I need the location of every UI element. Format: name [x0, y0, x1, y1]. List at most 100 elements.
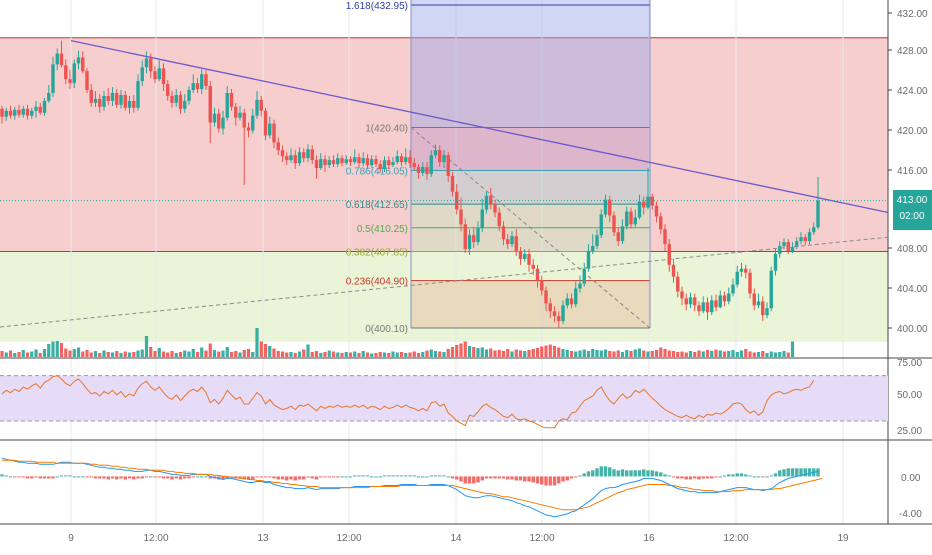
volume-bar — [574, 351, 578, 357]
volume-bar — [463, 341, 467, 357]
volume-bar — [89, 352, 93, 357]
macd-histogram-bar — [744, 474, 748, 477]
candle-body — [212, 113, 217, 123]
macd-histogram-bar — [769, 475, 773, 477]
volume-bar — [170, 351, 174, 357]
volume-bar — [425, 350, 429, 357]
macd-histogram-bar — [391, 475, 395, 477]
volume-bar — [497, 350, 501, 357]
candle-body — [518, 250, 523, 259]
candle-body — [30, 110, 34, 116]
trendlines[interactable] — [0, 40, 889, 328]
macd-histogram-bar — [761, 476, 765, 478]
candle-body — [671, 264, 676, 277]
volume-bar — [81, 351, 85, 357]
macd-tick-label: 0.00 — [901, 473, 921, 484]
macd-histogram-bar — [816, 468, 820, 477]
candle-body — [382, 160, 387, 170]
macd-histogram-bar — [72, 476, 76, 478]
candle-body — [710, 300, 714, 313]
volume-bar — [501, 351, 506, 357]
macd-histogram-bar — [183, 476, 187, 479]
macd-histogram-bar — [102, 476, 106, 479]
macd-histogram-bar — [119, 476, 123, 479]
candle-body — [263, 110, 268, 136]
volume-bar — [140, 349, 144, 357]
volume-bar — [59, 343, 64, 357]
volume-bar — [246, 349, 251, 357]
rsi-band — [0, 375, 888, 421]
volume-bar — [671, 351, 676, 357]
volume-bar — [93, 351, 98, 357]
macd-histogram-bar — [353, 475, 357, 477]
volume-bar — [268, 346, 272, 357]
axes: 432.00 428.00 424.00 420.00 416.00 408.0… — [68, 9, 928, 544]
candle-body — [527, 253, 531, 265]
volume-bar — [310, 352, 314, 357]
candle-body — [633, 217, 637, 225]
macd-histogram-bar — [149, 476, 153, 478]
macd-histogram-bar — [132, 476, 136, 480]
macd-histogram-bar — [85, 476, 89, 478]
macd-histogram-bar — [629, 470, 633, 477]
candle-body — [174, 94, 178, 103]
fib-diagonal — [410, 127, 651, 329]
macd-histogram-bar — [489, 476, 493, 479]
fib-level-label: 0.382(407.85) — [346, 247, 408, 258]
volume-bar — [599, 350, 603, 357]
candle-body — [123, 94, 127, 108]
macd-histogram-bar — [238, 476, 242, 479]
volume-bar — [276, 351, 280, 357]
candle-body — [620, 226, 625, 242]
volume-bar — [731, 350, 735, 357]
macd-histogram-bar — [374, 476, 378, 478]
volume-bar — [174, 353, 178, 357]
volume-bar — [4, 352, 8, 357]
volume-bar — [582, 349, 586, 357]
macd-histogram-bar — [544, 476, 548, 486]
volume-bar — [370, 353, 374, 357]
candle-body — [408, 157, 412, 164]
macd-histogram-bar — [697, 476, 701, 480]
macd-histogram-bar — [178, 476, 183, 480]
macd-histogram-bar — [506, 476, 510, 480]
macd-histogram-bar — [55, 476, 59, 478]
candle-body — [591, 246, 595, 251]
candle-body — [136, 81, 140, 108]
y-tick-label: 408.00 — [897, 244, 928, 255]
macd-histogram-bar — [433, 475, 438, 477]
volume-bar — [701, 351, 705, 357]
candle-body — [64, 65, 68, 80]
volume-bar — [569, 351, 574, 357]
macd-histogram-bar — [633, 470, 637, 477]
volume-bar — [642, 350, 646, 357]
candle-body — [501, 226, 506, 240]
candle-body — [336, 158, 340, 165]
candle-body — [489, 195, 493, 205]
candle-body — [761, 301, 765, 316]
macd-histogram-bar — [68, 475, 72, 477]
macd-histogram-bar — [76, 476, 81, 478]
macd-histogram-bar — [684, 476, 688, 480]
macd-histogram-bar — [259, 476, 263, 478]
macd-histogram-bar — [293, 476, 297, 481]
macd-histogram-bar — [429, 475, 433, 477]
fib-extension-zone — [411, 0, 650, 128]
candle-body — [697, 305, 701, 312]
macd-histogram-bar — [0, 474, 4, 477]
macd-histogram-bar — [51, 476, 55, 479]
candle-body — [38, 106, 42, 113]
candle-body — [616, 232, 620, 242]
volume-bar — [761, 351, 765, 357]
candle-body — [319, 159, 323, 169]
candle-body — [438, 150, 442, 163]
macd-histogram-bar — [646, 470, 650, 477]
volume-bar — [612, 351, 616, 357]
macd-histogram-bar — [268, 476, 272, 478]
volume-bar — [773, 352, 778, 357]
macd-histogram-bar — [612, 469, 616, 477]
volume-bar — [51, 341, 55, 357]
macd-histogram-bar — [115, 476, 119, 480]
macd-histogram-bar — [395, 475, 399, 477]
